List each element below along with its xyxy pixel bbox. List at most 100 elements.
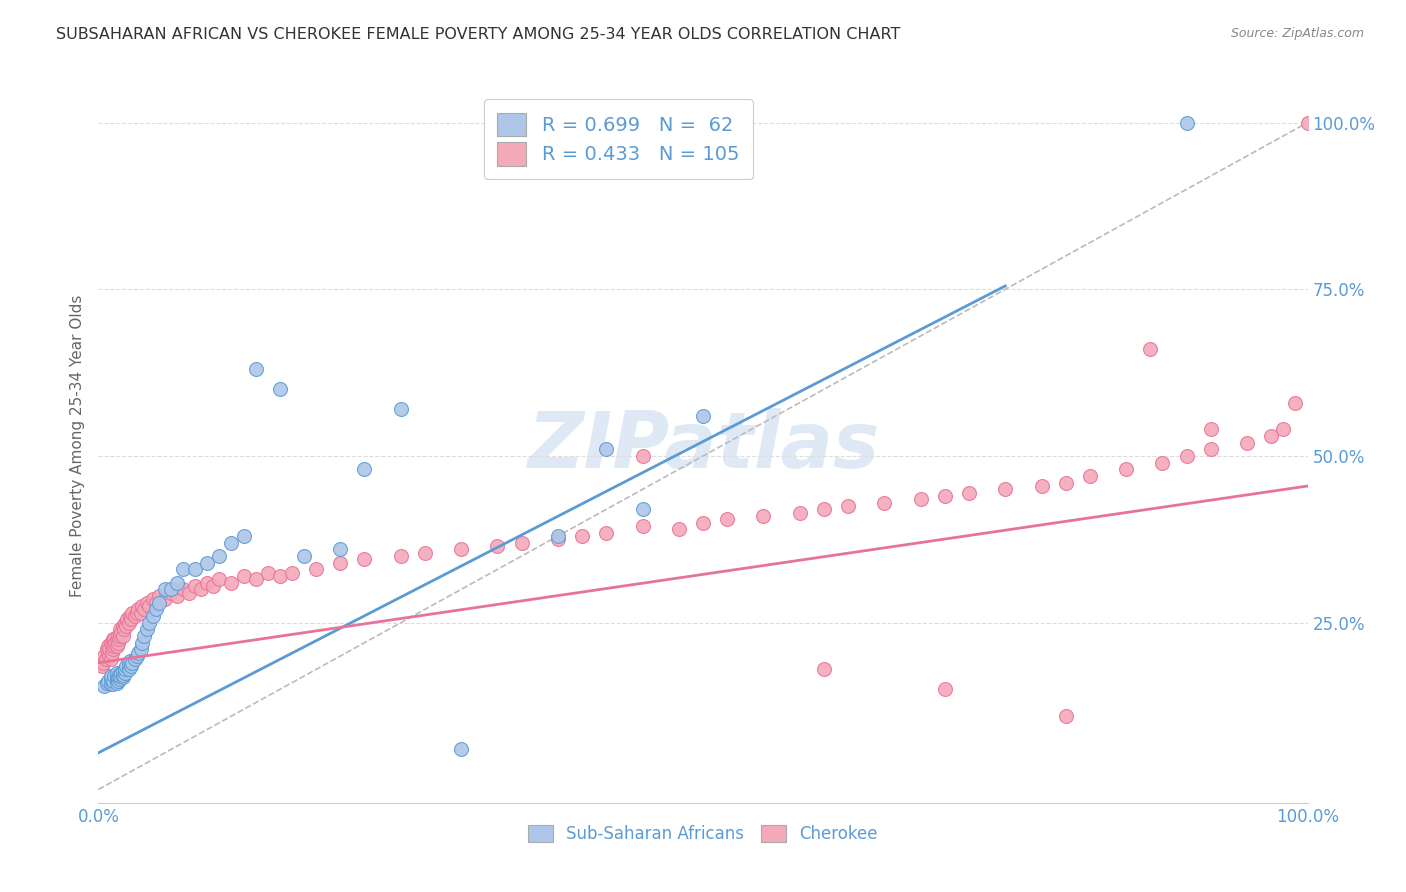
Point	[107, 629, 129, 643]
Point	[91, 656, 114, 670]
Point	[389, 402, 412, 417]
Point	[221, 535, 243, 549]
Point	[692, 516, 714, 530]
Point	[107, 670, 129, 684]
Point	[269, 569, 291, 583]
Point	[100, 673, 122, 687]
Point	[148, 589, 170, 603]
Point	[121, 606, 143, 620]
Point	[111, 619, 134, 633]
Point	[127, 649, 149, 664]
Point	[108, 629, 131, 643]
Point	[135, 596, 157, 610]
Point	[98, 642, 121, 657]
Point	[1139, 343, 1161, 357]
Point	[208, 573, 231, 587]
Point	[910, 492, 932, 507]
Point	[994, 483, 1017, 497]
Point	[595, 442, 617, 457]
Point	[353, 552, 375, 566]
Point	[103, 669, 125, 683]
Point	[153, 582, 176, 597]
Point	[245, 362, 267, 376]
Point	[179, 585, 201, 599]
Point	[105, 673, 128, 687]
Point	[118, 657, 141, 671]
Point	[124, 652, 146, 666]
Point	[221, 575, 243, 590]
Point	[172, 562, 194, 576]
Point	[127, 606, 149, 620]
Point	[111, 667, 134, 681]
Point	[813, 662, 835, 676]
Point	[202, 579, 225, 593]
Point	[115, 659, 138, 673]
Point	[107, 636, 129, 650]
Point	[547, 529, 569, 543]
Point	[1152, 456, 1174, 470]
Point	[1115, 462, 1137, 476]
Text: ZIPatlas: ZIPatlas	[527, 408, 879, 484]
Point	[134, 602, 156, 616]
Point	[98, 649, 121, 664]
Point	[127, 646, 149, 660]
Point	[105, 669, 128, 683]
Point	[145, 602, 167, 616]
Point	[160, 582, 183, 597]
Point	[631, 519, 654, 533]
Point	[111, 670, 134, 684]
Point	[1054, 709, 1077, 723]
Point	[91, 659, 114, 673]
Point	[101, 632, 124, 647]
Point	[1031, 479, 1053, 493]
Point	[96, 675, 118, 690]
Point	[389, 549, 412, 563]
Point	[789, 506, 811, 520]
Point	[1175, 115, 1198, 129]
Point	[1199, 442, 1222, 457]
Point	[100, 636, 122, 650]
Point	[571, 529, 593, 543]
Point	[131, 636, 153, 650]
Point	[100, 652, 122, 666]
Point	[450, 542, 472, 557]
Point	[716, 512, 738, 526]
Point	[668, 522, 690, 536]
Point	[329, 542, 352, 557]
Point	[105, 675, 128, 690]
Point	[148, 596, 170, 610]
Point	[108, 673, 131, 687]
Point	[190, 582, 212, 597]
Point	[108, 667, 131, 681]
Point	[118, 609, 141, 624]
Point	[172, 582, 194, 597]
Point	[105, 632, 128, 647]
Point	[1199, 422, 1222, 436]
Point	[120, 612, 142, 626]
Point	[232, 569, 254, 583]
Point	[1175, 449, 1198, 463]
Point	[692, 409, 714, 423]
Point	[1296, 115, 1319, 129]
Point	[127, 602, 149, 616]
Point	[111, 629, 134, 643]
Point	[1272, 422, 1295, 436]
Point	[97, 639, 120, 653]
Point	[547, 533, 569, 547]
Point	[101, 673, 124, 688]
Point	[100, 646, 122, 660]
Point	[281, 566, 304, 580]
Point	[166, 575, 188, 590]
Point	[96, 642, 118, 657]
Point	[256, 566, 278, 580]
Point	[138, 615, 160, 630]
Point	[121, 656, 143, 670]
Point	[110, 665, 132, 680]
Point	[114, 665, 136, 680]
Point	[110, 625, 132, 640]
Point	[129, 606, 152, 620]
Point	[107, 674, 129, 689]
Point	[166, 589, 188, 603]
Point	[124, 609, 146, 624]
Legend: Sub-Saharan Africans, Cherokee: Sub-Saharan Africans, Cherokee	[520, 817, 886, 852]
